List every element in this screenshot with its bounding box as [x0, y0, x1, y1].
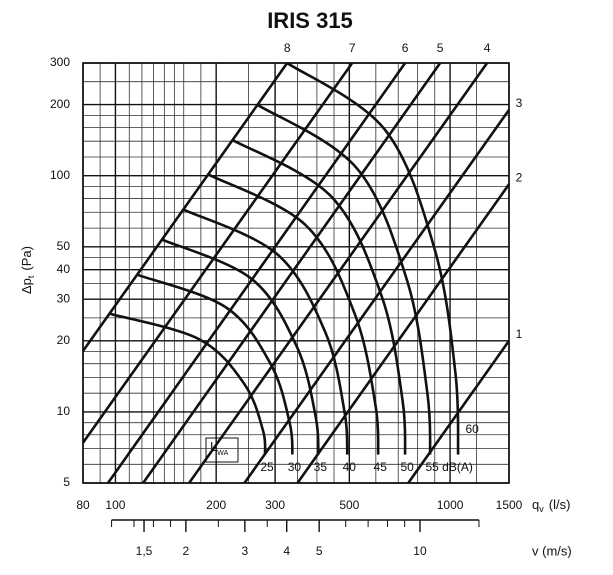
- chart-title: IRIS 315: [267, 8, 353, 33]
- v-tick-label: 1,5: [136, 544, 153, 558]
- sound-curve: [286, 61, 460, 455]
- y-label-main: Δp: [19, 278, 34, 294]
- line-label: 1: [516, 327, 523, 341]
- curve-label: 30: [288, 460, 302, 474]
- x-axis-label: qv (l/s): [532, 497, 570, 514]
- y-tick-label: 40: [57, 262, 71, 276]
- curve-label: 55: [425, 460, 439, 474]
- sound-curve: [256, 103, 432, 455]
- line-label: 4: [484, 41, 491, 55]
- damper-line: [81, 62, 289, 352]
- y-tick-label: 300: [50, 55, 70, 69]
- v-axis-label: v (m/s): [532, 543, 572, 558]
- curve-label: 40: [343, 460, 357, 474]
- x-label-sub: v: [539, 504, 544, 514]
- x-tick-label: 300: [265, 498, 285, 512]
- x-tick-label: 80: [76, 498, 90, 512]
- y-label-unit: (Pa): [19, 246, 34, 271]
- line-label: 8: [284, 41, 291, 55]
- line-label: 7: [349, 41, 356, 55]
- y-tick-label: 30: [57, 291, 71, 305]
- curve-label: 25: [260, 460, 274, 474]
- sound-curve: [110, 312, 267, 455]
- x-tick-label: 500: [339, 498, 359, 512]
- curve-label: 50: [400, 460, 414, 474]
- v-tick-label: 3: [242, 544, 249, 558]
- x-label-main: q: [532, 497, 539, 512]
- sound-symbol-sub: WA: [217, 450, 228, 457]
- sound-curve: [136, 273, 294, 455]
- curve-label: 60: [465, 422, 479, 436]
- sound-curve: [208, 173, 380, 455]
- x-tick-label: 100: [105, 498, 125, 512]
- curve-label: 35: [314, 460, 328, 474]
- y-tick-label: 20: [57, 333, 71, 347]
- line-label: 2: [516, 170, 523, 184]
- line-label: 6: [402, 41, 409, 55]
- v-tick-label: 2: [183, 544, 190, 558]
- y-tick-label: 50: [57, 239, 71, 253]
- v-tick-label: 4: [283, 544, 290, 558]
- plot-frame: [82, 62, 510, 484]
- y-label-sub: t: [26, 275, 36, 278]
- x-tick-label: 1500: [496, 498, 523, 512]
- line-label: 3: [516, 96, 523, 110]
- damper-line: [81, 62, 354, 444]
- x-tick-label: 200: [206, 498, 226, 512]
- line-label: 5: [437, 41, 444, 55]
- x-tick-label: 1000: [437, 498, 464, 512]
- y-tick-label: 200: [50, 97, 70, 111]
- curve-label: 45: [374, 460, 388, 474]
- sound-unit: dB(A): [442, 460, 473, 474]
- y-tick-label: 100: [50, 168, 70, 182]
- x-label-unit: (l/s): [549, 497, 571, 512]
- damper-line: [243, 109, 511, 484]
- v-tick-label: 5: [316, 544, 323, 558]
- sound-curve: [231, 138, 407, 455]
- y-tick-label: 10: [57, 404, 71, 418]
- damper-line: [296, 183, 511, 484]
- damper-line: [106, 62, 407, 484]
- sound-curve: [161, 238, 320, 455]
- damper-line: [142, 62, 442, 484]
- v-tick-label: 10: [413, 544, 427, 558]
- y-axis-label: Δpt (Pa): [19, 246, 36, 294]
- sound-curve: [183, 208, 349, 455]
- y-tick-label: 5: [63, 475, 70, 489]
